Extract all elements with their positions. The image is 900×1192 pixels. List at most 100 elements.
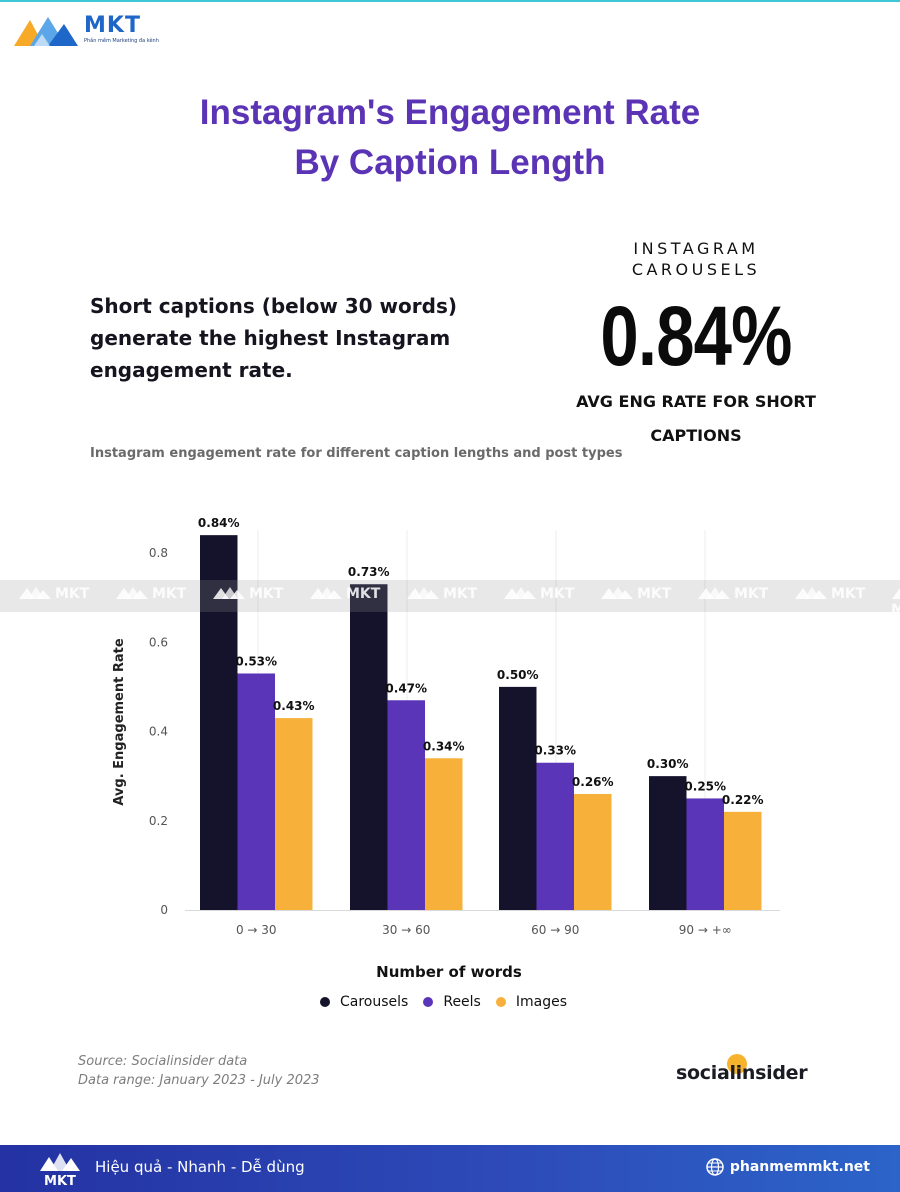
globe-icon <box>706 1158 724 1176</box>
watermark-item: MKT <box>503 586 574 602</box>
y-tick-label: 0.2 <box>149 814 168 828</box>
legend-item-carousels: Carousels <box>320 994 408 1010</box>
watermark-item: MKT <box>115 586 186 602</box>
x-tick-label: 30 → 60 <box>382 923 430 937</box>
footer-logo-text: MKT <box>44 1174 76 1189</box>
watermark-item: MKT <box>212 586 283 602</box>
logo-tagline: Phần mềm Marketing đa kênh <box>84 38 159 44</box>
data-label-carousels-1: 0.84% <box>198 516 240 530</box>
stat-value: 0.84% <box>600 289 792 383</box>
watermark-text: MKT <box>831 586 866 602</box>
watermark-band: MKT MKT MKT MKT MKT MKT MKT MKT MKT MKT <box>0 580 900 618</box>
legend-item-reels: Reels <box>423 994 481 1010</box>
socialinsider-logo: socialinsider <box>676 1062 808 1084</box>
bar-carousels-3 <box>499 686 537 910</box>
watermark-text: MKT <box>152 586 187 602</box>
watermark-logo-icon <box>19 587 51 599</box>
socialinsider-dot-icon <box>727 1054 747 1074</box>
watermark-logo-icon <box>116 587 148 599</box>
watermark-logo-icon <box>698 587 730 599</box>
source-line-2: Data range: January 2023 - July 2023 <box>78 1073 320 1088</box>
x-tick-label: 60 → 90 <box>531 923 579 937</box>
watermark-logo-icon <box>213 587 245 599</box>
watermark-text: MKT <box>540 586 575 602</box>
lead-text: Short captions (below 30 words) generate… <box>90 294 457 382</box>
bar-chart: 0 0.2 0.4 0.6 0.8 Avg. Engagement Rate 0.84% 0.… <box>112 516 780 980</box>
bar-reels-2 <box>387 700 425 910</box>
footer-slogan: Hiệu quả - Nhanh - Dễ dùng <box>95 1158 305 1176</box>
footer-website-link[interactable]: phanmemmkt.net <box>706 1158 870 1176</box>
footer-website: phanmemmkt.net <box>729 1159 870 1175</box>
watermark-item: MKT <box>600 586 671 602</box>
x-tick-label: 0 → 30 <box>236 923 277 937</box>
watermark-item: MKT <box>794 586 865 602</box>
watermark-logo-icon <box>892 588 900 599</box>
chart-subtitle: Instagram engagement rate for different … <box>90 446 623 461</box>
mkt-logo-icon <box>14 17 78 46</box>
bar-images-3 <box>574 793 612 910</box>
title-line-1: Instagram's Engagement Rate <box>199 93 701 132</box>
data-label-carousels-4: 0.30% <box>647 757 689 771</box>
data-label-reels-1: 0.53% <box>235 654 277 668</box>
y-tick-label: 0.4 <box>149 725 168 739</box>
watermark-logo-icon <box>601 587 633 599</box>
bar-images-1 <box>275 718 313 910</box>
watermark-item: MKT <box>309 586 380 602</box>
bar-carousels-2 <box>350 584 388 910</box>
bar-images-4 <box>724 811 762 910</box>
footer-mkt-logo-icon: MKT <box>40 1153 80 1189</box>
y-tick-label: 0.8 <box>149 546 168 560</box>
data-label-carousels-3: 0.50% <box>497 668 539 682</box>
bar-carousels-4 <box>649 776 687 910</box>
watermark-text: MKT <box>55 586 90 602</box>
data-label-reels-2: 0.47% <box>385 681 427 695</box>
data-label-images-2: 0.34% <box>423 739 465 753</box>
page-title: Instagram's Engagement Rate By Caption L… <box>0 88 900 188</box>
watermark-logo-icon <box>310 587 342 599</box>
chart-legend: Carousels Reels Images <box>320 994 582 1010</box>
legend-swatch-carousels <box>320 997 330 1007</box>
stat-caption-line-2: CAPTIONS <box>650 426 742 445</box>
watermark-text: MKT <box>346 586 381 602</box>
source-line-1: Source: Socialinsider data <box>78 1054 248 1069</box>
y-axis-label: Avg. Engagement Rate <box>112 638 127 806</box>
data-label-reels-4: 0.25% <box>684 779 726 793</box>
y-tick-label: 0.6 <box>149 635 168 649</box>
data-label-reels-3: 0.33% <box>534 744 576 758</box>
watermark-item: MKT <box>18 586 89 602</box>
stat-kicker-line-2: CAROUSELS <box>631 260 761 279</box>
x-tick-label: 90 → +∞ <box>679 923 732 937</box>
data-label-images-3: 0.26% <box>572 775 614 789</box>
watermark-text: MKT <box>891 602 900 618</box>
source-note: Source: Socialinsider data Data range: J… <box>78 1052 320 1090</box>
legend-label-carousels: Carousels <box>340 994 409 1010</box>
top-accent-line <box>0 0 900 2</box>
stat-caption-line-1: AVG ENG RATE FOR SHORT <box>576 392 816 411</box>
legend-item-images: Images <box>495 994 567 1010</box>
watermark-text: MKT <box>734 586 769 602</box>
legend-label-images: Images <box>515 994 567 1010</box>
watermark-item: MKT <box>406 586 477 602</box>
watermark-logo-icon <box>504 587 536 599</box>
logo-name: MKT <box>84 13 141 38</box>
highlight-stat: INSTAGRAM CAROUSELS 0.84% AVG ENG RATE F… <box>565 238 827 446</box>
stat-kicker-line-1: INSTAGRAM <box>633 239 759 258</box>
watermark-text: MKT <box>249 586 284 602</box>
x-axis-label: Number of words <box>376 963 522 980</box>
legend-label-reels: Reels <box>443 994 481 1010</box>
legend-swatch-reels <box>423 997 434 1007</box>
watermark-item: MKT <box>697 586 768 602</box>
watermark-logo-icon <box>795 587 827 599</box>
data-label-images-4: 0.22% <box>722 793 764 807</box>
watermark-text: MKT <box>637 586 672 602</box>
bar-reels-3 <box>536 762 574 910</box>
watermark-logo-icon <box>407 587 439 599</box>
data-label-images-1: 0.43% <box>273 699 315 713</box>
bar-reels-4 <box>686 798 724 910</box>
y-tick-label: 0 <box>160 903 168 917</box>
watermark-item: MKT <box>891 586 900 618</box>
data-label-carousels-2: 0.73% <box>348 565 390 579</box>
brand-logo: MKT Phần mềm Marketing đa kênh <box>12 14 159 48</box>
bar-images-2 <box>425 758 463 910</box>
bar-reels-1 <box>237 673 275 910</box>
